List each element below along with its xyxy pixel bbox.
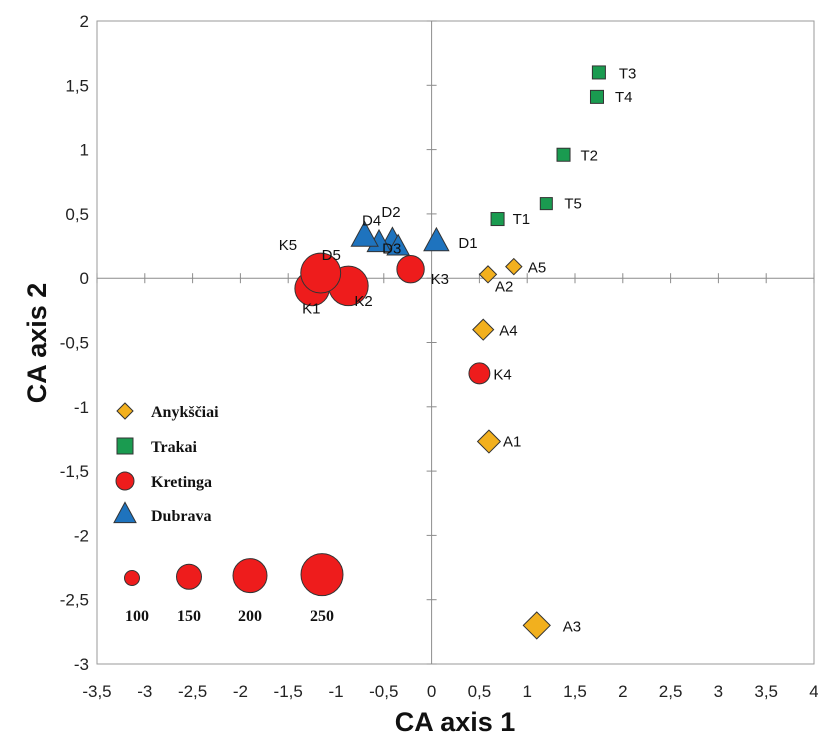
y-tick-label: 0,5 <box>65 205 89 224</box>
marker-t3 <box>591 65 606 80</box>
marker-t4 <box>589 89 604 104</box>
point-label-d1: D1 <box>458 235 477 252</box>
marker-t5 <box>539 197 553 211</box>
size-legend-label: 250 <box>310 608 334 625</box>
axes <box>97 21 814 664</box>
marker-a5 <box>505 257 523 276</box>
marker-d3 <box>386 233 411 256</box>
marker-k5 <box>300 252 342 294</box>
y-tick-label: -1 <box>74 398 89 417</box>
size-legend-circle-150 <box>176 563 202 590</box>
y-tick-label: -2,5 <box>60 591 89 610</box>
y-tick-label: -2 <box>74 526 89 545</box>
marker-k4 <box>468 362 491 385</box>
point-label-t2: T2 <box>581 148 599 165</box>
size-legend-circle-200 <box>232 558 268 594</box>
x-tick-label: 1,5 <box>563 682 587 701</box>
plot-border <box>96 20 815 665</box>
x-tick-label: 3 <box>714 682 723 701</box>
data-markers <box>294 65 606 640</box>
legend-marker-dubrava <box>113 501 137 524</box>
marker-a3 <box>522 611 551 640</box>
x-tick-label: 2,5 <box>659 682 683 701</box>
point-label-k3: K3 <box>431 271 449 288</box>
point-label-d3: D3 <box>382 240 401 257</box>
marker-d1 <box>423 226 450 252</box>
x-tick-label: 2 <box>618 682 627 701</box>
x-tick-label: 0,5 <box>468 682 492 701</box>
marker-t1 <box>490 212 505 227</box>
plot-frame <box>96 20 815 665</box>
point-label-d2: D2 <box>381 204 400 221</box>
legend: Anykščiai Trakai Kretinga Dubrava <box>113 402 219 525</box>
legend-label: Dubrava <box>151 508 211 525</box>
legend-marker-trakai <box>116 437 134 455</box>
y-tick-label: 2 <box>80 12 89 31</box>
x-tick-label: -2 <box>233 682 248 701</box>
point-label-k1: K1 <box>302 300 320 317</box>
x-tick-label: 4 <box>809 682 818 701</box>
legend-label: Anykščiai <box>151 404 219 421</box>
x-tick-label: 1 <box>522 682 531 701</box>
x-tick-label: -0,5 <box>369 682 398 701</box>
point-label-d4: D4 <box>362 212 381 229</box>
legend-label: Kretinga <box>151 474 212 491</box>
point-label-t3: T3 <box>619 65 637 82</box>
y-tick-label: 1 <box>80 141 89 160</box>
x-tick-label: -2,5 <box>178 682 207 701</box>
size-legend-label: 200 <box>238 608 262 625</box>
point-label-a3: A3 <box>563 618 581 635</box>
legend-label: Trakai <box>151 439 197 456</box>
point-label-a5: A5 <box>528 260 546 277</box>
size-legend: 100 150 200 250 <box>124 553 344 625</box>
y-tick-label: -0,5 <box>60 334 89 353</box>
y-tick-label: -1,5 <box>60 462 89 481</box>
legend-marker-kretinga <box>115 471 135 491</box>
marker-a4 <box>472 318 495 341</box>
y-tick-label: 1,5 <box>65 76 89 95</box>
point-label-a4: A4 <box>499 323 517 340</box>
point-label-a1: A1 <box>503 434 521 451</box>
y-tick-label: -3 <box>74 655 89 674</box>
tick-labels: -3,5 -3 -2,5 -2 -1,5 -1 -0,5 0 0,5 1 1,5 2 2,5 3 3,5 4 -… <box>60 12 818 701</box>
x-tick-label: -3,5 <box>82 682 111 701</box>
marker-d5 <box>350 220 379 247</box>
tick-marks <box>96 20 815 665</box>
point-label-k5: K5 <box>279 237 297 254</box>
y-tick-label: 0 <box>80 269 89 288</box>
marker-k3 <box>396 255 425 284</box>
point-label-t5: T5 <box>564 196 582 213</box>
x-tick-label: -1,5 <box>274 682 303 701</box>
y-axis-title: CA axis 2 <box>22 283 52 404</box>
marker-a1 <box>476 429 502 454</box>
point-label-k4: K4 <box>493 366 511 383</box>
legend-marker-anykščiai <box>116 402 134 420</box>
x-tick-label: 3,5 <box>754 682 778 701</box>
point-label-k2: K2 <box>354 293 372 310</box>
x-tick-label: 0 <box>427 682 436 701</box>
size-legend-label: 150 <box>177 608 201 625</box>
marker-a2 <box>478 265 498 284</box>
size-legend-circle-250 <box>300 553 344 597</box>
point-label-a2: A2 <box>495 278 513 295</box>
x-tick-label: -1 <box>328 682 343 701</box>
x-tick-label: -3 <box>137 682 152 701</box>
size-legend-circle-100 <box>124 570 140 586</box>
marker-t2 <box>556 147 571 162</box>
point-label-t4: T4 <box>615 89 633 106</box>
point-label-d5: D5 <box>322 247 341 264</box>
point-label-t1: T1 <box>513 211 531 228</box>
x-axis-title: CA axis 1 <box>395 707 516 737</box>
size-legend-label: 100 <box>125 608 149 625</box>
